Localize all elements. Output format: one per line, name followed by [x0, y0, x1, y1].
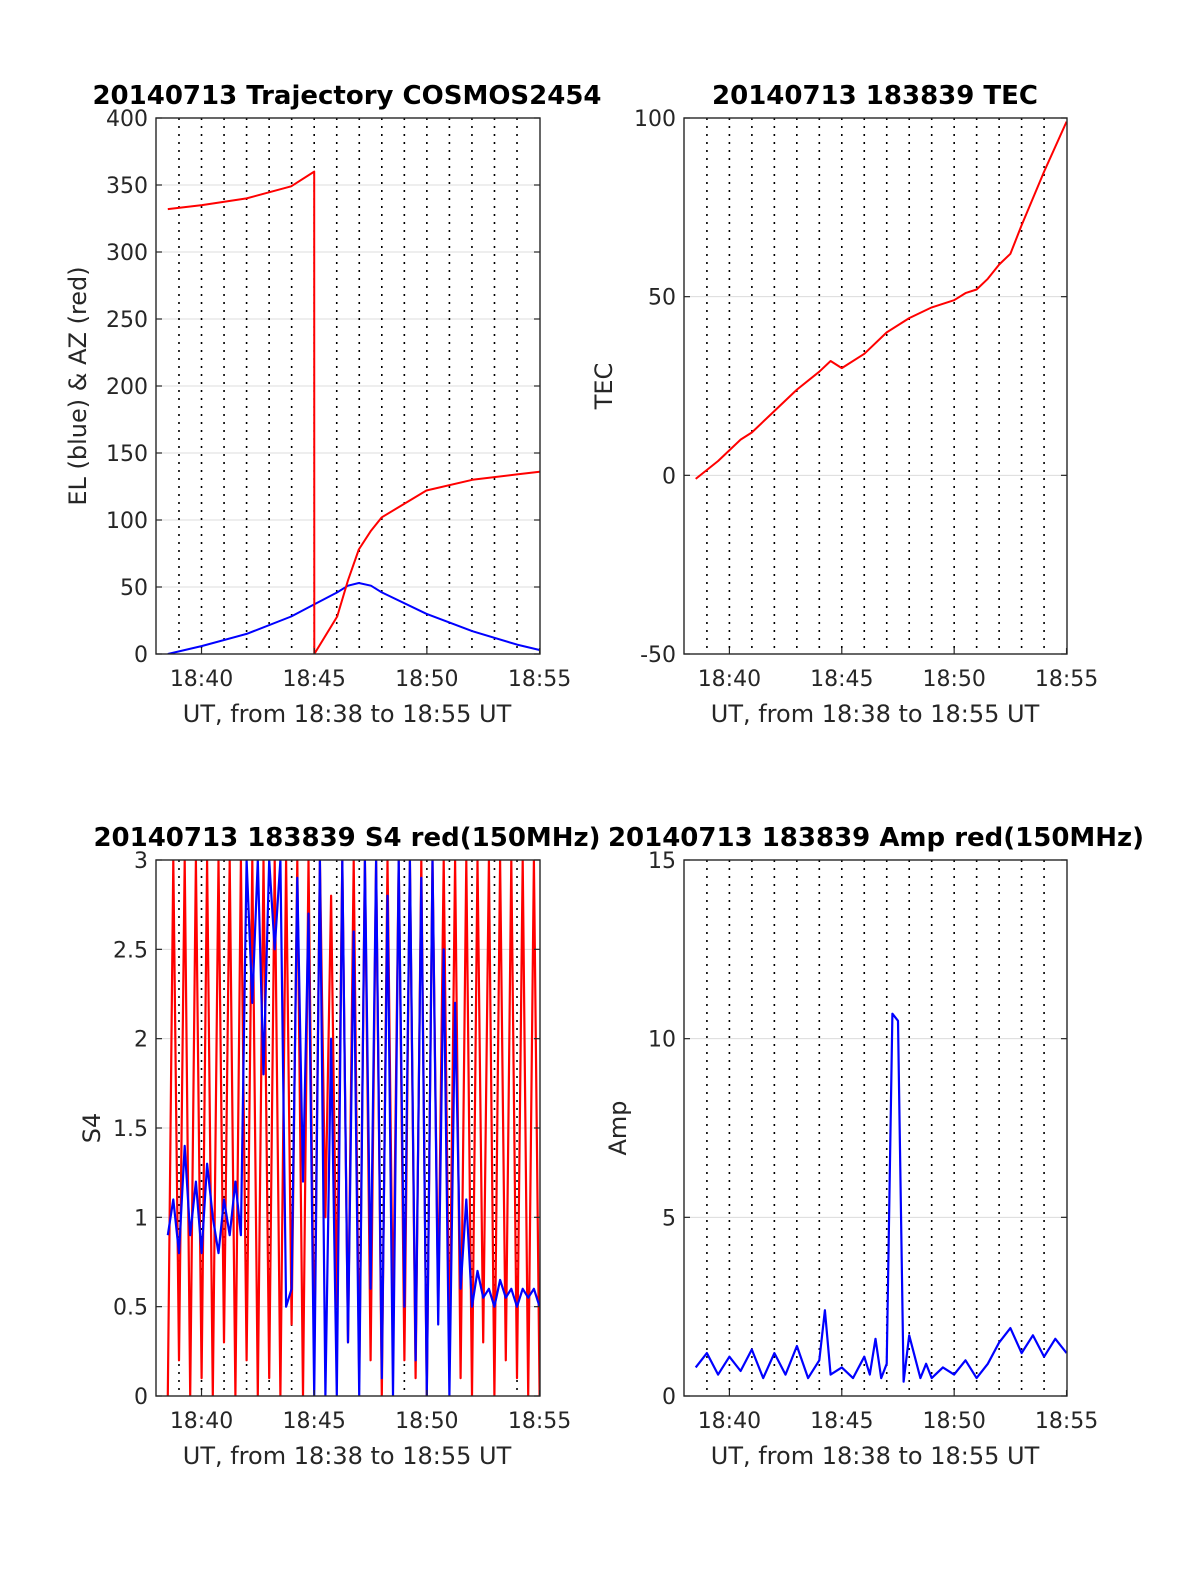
s4-plot-title: 20140713 183839 S4 red(150MHz) [93, 823, 600, 853]
amp-plot-xlabel: UT, from 18:38 to 18:55 UT [711, 1442, 1040, 1470]
s4-plot-xlabel: UT, from 18:38 to 18:55 UT [183, 1442, 512, 1470]
tec-plot: 20140713 183839 TEC UT, from 18:38 to 18… [590, 81, 1098, 728]
s4-plot-ylabel: S4 [78, 1113, 106, 1144]
amp-plot-ytick-label: 0 [662, 1385, 676, 1410]
tec-plot-xtick-label: 18:55 [1035, 667, 1098, 692]
s4-plot-xtick-label: 18:40 [170, 1409, 233, 1434]
amp-plot-title: 20140713 183839 Amp red(150MHz) [608, 823, 1144, 853]
tec-plot-series-1-line [695, 121, 1067, 480]
tec-plot-ytick-label: 50 [648, 286, 676, 311]
trajectory-plot-xtick-label: 18:50 [395, 667, 458, 692]
trajectory-plot-xtick-label: 18:55 [508, 667, 571, 692]
tec-plot-title: 20140713 183839 TEC [712, 81, 1038, 111]
trajectory-plot-ytick-label: 200 [106, 375, 148, 400]
trajectory-plot-series-1-line [167, 582, 540, 654]
tec-plot-ytick-label: 0 [662, 464, 676, 489]
trajectory-plot-xtick-label: 18:40 [170, 667, 233, 692]
s4-plot-xtick-label: 18:55 [508, 1409, 571, 1434]
amp-plot-xtick-label: 18:50 [922, 1409, 985, 1434]
tec-plot-ytick-label: -50 [640, 643, 676, 668]
trajectory-plot-ytick-label: 300 [106, 241, 148, 266]
s4-plot-xtick-label: 18:45 [282, 1409, 345, 1434]
trajectory-plot-xtick-label: 18:45 [282, 667, 345, 692]
trajectory-plot-ytick-label: 250 [106, 308, 148, 333]
trajectory-plot-ylabel: EL (blue) & AZ (red) [64, 266, 92, 505]
trajectory-plot-ytick-label: 400 [106, 107, 148, 132]
s4-plot-ytick-label: 0 [134, 1385, 148, 1410]
tec-plot-ylabel: TEC [590, 363, 618, 411]
s4-plot-ytick-label: 0.5 [113, 1296, 148, 1321]
amp-plot: 20140713 183839 Amp red(150MHz) UT, from… [604, 823, 1144, 1470]
trajectory-plot-title: 20140713 Trajectory COSMOS2454 [92, 81, 601, 111]
amp-plot-xtick-label: 18:55 [1035, 1409, 1098, 1434]
amp-plot-ytick-label: 15 [648, 849, 676, 874]
trajectory-plot: 20140713 Trajectory COSMOS2454 UT, from … [64, 81, 602, 728]
tec-plot-xlabel: UT, from 18:38 to 18:55 UT [711, 700, 1040, 728]
tec-plot-axes-area [684, 118, 1067, 654]
s4-plot-ytick-label: 1.5 [113, 1117, 148, 1142]
s4-plot-ytick-label: 2 [134, 1028, 148, 1053]
trajectory-plot-xlabel: UT, from 18:38 to 18:55 UT [183, 700, 512, 728]
trajectory-plot-ytick-label: 50 [120, 576, 148, 601]
s4-plot-series-2-line [166, 860, 540, 1396]
amp-plot-series-1-line [694, 1012, 1067, 1383]
amp-plot-ytick-label: 5 [662, 1206, 676, 1231]
s4-plot-ytick-label: 1 [134, 1206, 148, 1231]
s4-plot-xtick-label: 18:50 [395, 1409, 458, 1434]
tec-plot-xtick-label: 18:50 [922, 667, 985, 692]
tec-plot-xtick-label: 18:45 [810, 667, 873, 692]
amp-plot-axes-frame [683, 859, 1068, 1397]
amp-plot-axes-area [684, 860, 1067, 1396]
amp-plot-xtick-label: 18:45 [810, 1409, 873, 1434]
amp-plot-ytick-label: 10 [648, 1028, 676, 1053]
trajectory-plot-ytick-label: 100 [106, 509, 148, 534]
trajectory-plot-ytick-label: 0 [134, 643, 148, 668]
amp-plot-ylabel: Amp [604, 1100, 632, 1155]
trajectory-plot-ytick-label: 150 [106, 442, 148, 467]
trajectory-plot-series-2-line [167, 170, 540, 654]
s4-plot-ytick-label: 2.5 [113, 938, 148, 963]
s4-plot-ytick-label: 3 [134, 849, 148, 874]
amp-plot-xtick-label: 18:40 [698, 1409, 761, 1434]
tec-plot-xtick-label: 18:40 [698, 667, 761, 692]
s4-plot: 20140713 183839 S4 red(150MHz) UT, from … [78, 823, 601, 1470]
trajectory-plot-ytick-label: 350 [106, 174, 148, 199]
tec-plot-ytick-label: 100 [634, 107, 676, 132]
tec-plot-axes-frame [683, 117, 1068, 655]
